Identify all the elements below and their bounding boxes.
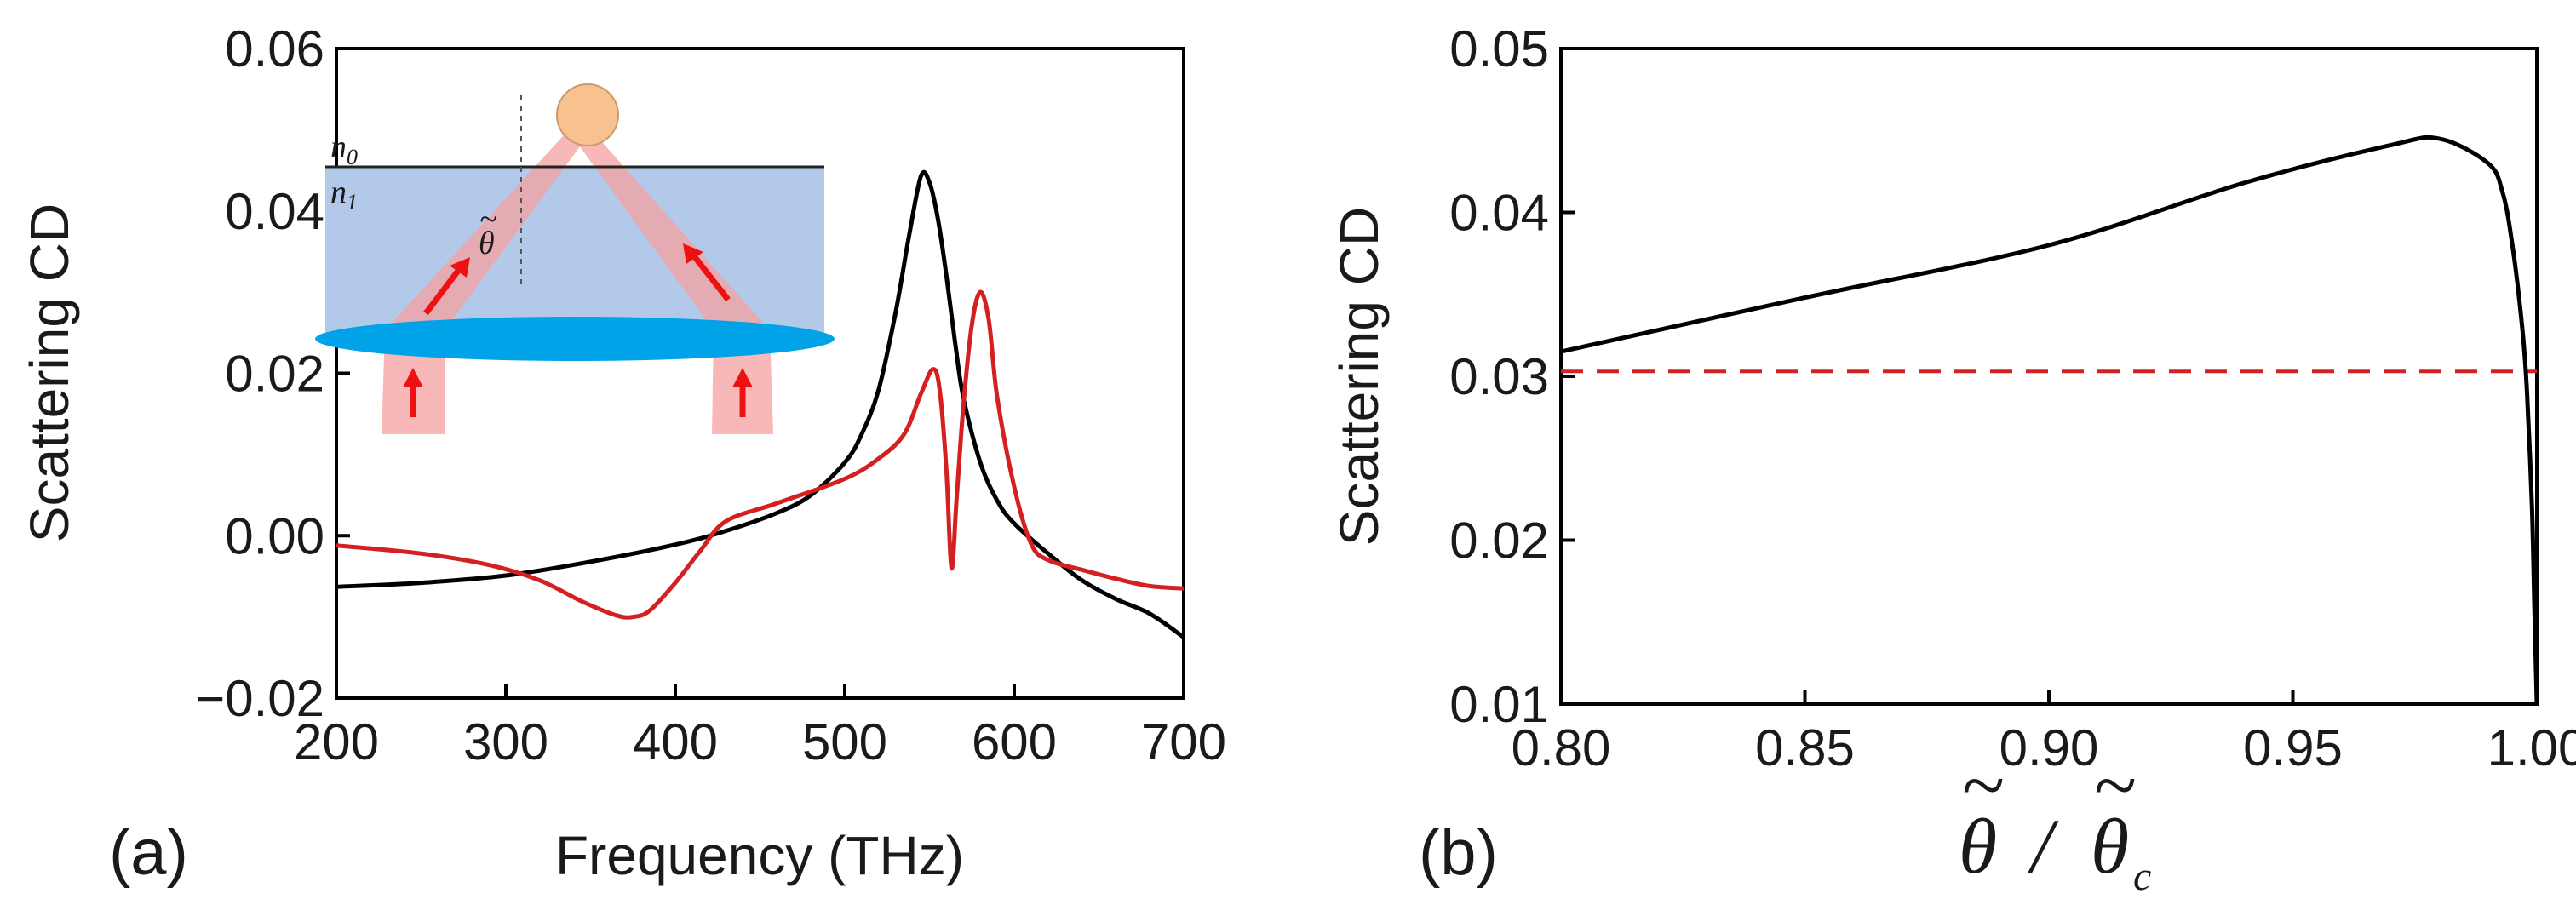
y-tick-label: 0.04: [1449, 185, 1549, 242]
svg-text:~: ~: [2093, 742, 2136, 828]
series-line-red: [336, 289, 1185, 620]
panel-b-label: (b): [1419, 816, 1498, 889]
svg-text:/: /: [2027, 803, 2059, 890]
panel-b-y-axis-label: Scattering CD: [1328, 207, 1390, 546]
inset-lens: [315, 317, 835, 361]
inset-beam-left: [382, 128, 588, 434]
x-tick-label: 1.00: [2487, 719, 2576, 776]
panel-b-x-ticks: 0.80 0.85 0.90 0.95 1.00: [1512, 690, 2576, 776]
x-tick-label: 600: [972, 713, 1057, 770]
y-tick-label: 0.03: [1449, 348, 1549, 405]
panel-b-curves: [1560, 135, 2539, 705]
x-tick-label: 700: [1141, 713, 1226, 770]
svg-text:θ: θ: [2091, 803, 2129, 890]
svg-text:c: c: [2133, 854, 2151, 899]
svg-text:~: ~: [1961, 742, 2004, 828]
series-line-black: [336, 169, 1185, 639]
panel-a: −0.02 0.00 0.02 0.04 0.06 200 300 400 500 600 700…: [19, 20, 1226, 889]
inset-angle-tilde: ~: [479, 202, 497, 238]
panel-a-x-axis-label: Frequency (THz): [555, 825, 964, 886]
x-tick-label: 0.90: [1999, 719, 2099, 776]
inset-beam-right: [572, 128, 773, 434]
inset-arrow-up-left: [403, 368, 423, 417]
inset-particle: [556, 83, 619, 146]
x-tick-label: 200: [294, 713, 379, 770]
x-tick-label: 300: [463, 713, 548, 770]
y-tick-label: 0.02: [1449, 513, 1549, 570]
y-tick-label: 0.04: [225, 183, 324, 240]
y-tick-label: 0.00: [225, 507, 324, 564]
x-tick-label: 0.80: [1512, 719, 1611, 776]
panel-a-y-axis-label: Scattering CD: [19, 203, 80, 542]
y-tick-label: 0.02: [225, 346, 324, 403]
y-tick-label: 0.06: [225, 20, 324, 77]
x-tick-label: 0.95: [2243, 719, 2343, 776]
inset-arrow-diagonal-right: [683, 243, 731, 302]
panel-a-y-ticks: −0.02 0.00 0.02 0.04 0.06: [195, 20, 350, 727]
x-tick-label: 500: [802, 713, 887, 770]
panel-b-y-ticks: 0.01 0.02 0.03 0.04 0.05: [1449, 20, 1575, 733]
panel-b: 0.01 0.02 0.03 0.04 0.05 0.80 0.85 0.90 0.95 1.0…: [1328, 20, 2576, 899]
inset-label-n0: n0: [330, 129, 358, 169]
inset-arrow-diagonal-left: [423, 257, 470, 316]
panel-a-curves: [336, 169, 1185, 639]
inset-angle-theta: θ: [479, 226, 495, 261]
panel-a-label: (a): [109, 816, 188, 889]
svg-text:θ: θ: [1959, 803, 1997, 890]
inset-schematic: n0 n1 ~ θ: [315, 83, 835, 434]
y-tick-label: −0.02: [195, 670, 324, 727]
inset-arrow-up-right: [732, 368, 753, 417]
series-line-black: [1560, 135, 2539, 705]
panel-a-x-ticks: 200 300 400 500 600 700: [294, 684, 1226, 770]
x-tick-label: 0.85: [1755, 719, 1855, 776]
inset-label-n1: n1: [330, 175, 358, 215]
x-tick-label: 400: [633, 713, 718, 770]
y-tick-label: 0.01: [1449, 676, 1549, 733]
y-tick-label: 0.05: [1449, 20, 1549, 77]
